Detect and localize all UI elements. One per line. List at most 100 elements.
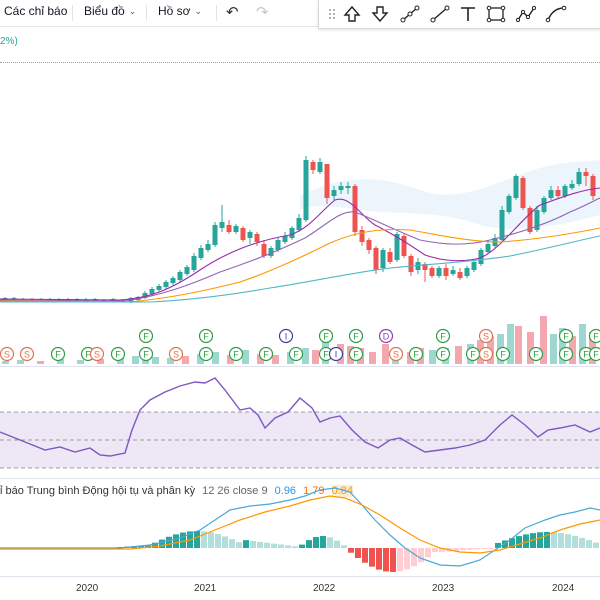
- event-marker-icon[interactable]: F: [198, 328, 214, 344]
- histogram-bar: [215, 534, 221, 548]
- rsi-line: [0, 377, 600, 457]
- histogram-bar: [166, 536, 172, 548]
- profile-button[interactable]: Hồ sơ ⌄: [158, 4, 202, 18]
- event-marker-icon[interactable]: F: [138, 346, 154, 362]
- event-marker-icon[interactable]: S: [478, 346, 494, 362]
- volume-bar: [302, 348, 309, 364]
- event-marker-icon[interactable]: F: [50, 346, 66, 362]
- arrow-down-icon[interactable]: [369, 4, 391, 24]
- candle: [366, 238, 372, 254]
- svg-text:F: F: [563, 350, 569, 360]
- redo-icon[interactable]: ↷: [256, 4, 269, 21]
- candle: [331, 186, 337, 200]
- event-marker-icon[interactable]: F: [435, 346, 451, 362]
- macd-params: 12 26 close 9: [202, 485, 268, 497]
- event-marker-icon[interactable]: S: [168, 346, 184, 362]
- histogram-bar: [362, 548, 368, 563]
- histogram-bar: [306, 540, 312, 548]
- svg-text:F: F: [293, 350, 299, 360]
- histogram-bar: [404, 548, 410, 570]
- event-marker-icon[interactable]: F: [495, 346, 511, 362]
- svg-text:F: F: [233, 350, 239, 360]
- svg-text:S: S: [483, 332, 489, 342]
- path-icon[interactable]: [515, 4, 537, 24]
- event-marker-icon[interactable]: F: [528, 346, 544, 362]
- histogram-bar: [243, 540, 249, 548]
- volume-bar: [212, 352, 219, 364]
- candle: [338, 182, 344, 194]
- candle: [296, 214, 302, 232]
- indicators-button[interactable]: Các chỉ báo: [4, 4, 67, 18]
- event-marker-icon[interactable]: F: [588, 346, 600, 362]
- event-marker-icon[interactable]: S: [89, 346, 105, 362]
- histogram-bar: [194, 531, 200, 548]
- candle: [401, 234, 407, 258]
- chevron-down-icon: ⌄: [128, 5, 137, 16]
- event-marker-icon[interactable]: I: [278, 328, 294, 344]
- event-marker-icon[interactable]: S: [0, 346, 15, 362]
- volume-bar: [37, 361, 44, 364]
- rectangle-icon[interactable]: [485, 4, 507, 24]
- volume-bar: [17, 360, 24, 364]
- event-marker-icon[interactable]: S: [19, 346, 35, 362]
- histogram-bar: [334, 540, 340, 548]
- histogram-bar: [474, 548, 480, 550]
- event-marker-icon[interactable]: F: [348, 328, 364, 344]
- x-axis-label: 2021: [194, 583, 217, 594]
- candle: [429, 266, 435, 278]
- candle: [219, 205, 225, 232]
- event-marker-icon[interactable]: F: [408, 346, 424, 362]
- macd-title: ỉ báo Trung bình Động hội tụ và phân kỳ: [0, 485, 196, 497]
- candle: [450, 266, 456, 276]
- curve-icon[interactable]: [545, 4, 567, 24]
- histogram-bar: [236, 542, 242, 548]
- candle: [324, 164, 330, 204]
- arrow-up-icon[interactable]: [341, 4, 363, 24]
- toolbar-divider: [146, 5, 147, 21]
- event-marker-icon[interactable]: F: [558, 346, 574, 362]
- histogram-bar: [320, 536, 326, 548]
- event-marker-icon[interactable]: D: [378, 328, 394, 344]
- volume-bar: [117, 358, 124, 364]
- trend-line-icon[interactable]: [399, 4, 421, 24]
- volume-bar: [197, 354, 204, 364]
- candle: [541, 196, 547, 214]
- volume-bar: [182, 356, 189, 364]
- drag-handle-icon[interactable]: [325, 4, 347, 24]
- pane-divider: [0, 478, 600, 479]
- event-marker-icon[interactable]: F: [138, 328, 154, 344]
- profile-label: Hồ sơ: [158, 4, 191, 18]
- event-marker-icon[interactable]: F: [110, 346, 126, 362]
- histogram-bar: [383, 548, 389, 572]
- volume-bar: [2, 361, 9, 364]
- volume-bar: [569, 336, 576, 364]
- svg-text:F: F: [583, 350, 589, 360]
- candle: [156, 284, 162, 292]
- candle: [590, 174, 596, 200]
- text-icon[interactable]: [457, 4, 479, 24]
- event-marker-icon[interactable]: F: [348, 346, 364, 362]
- undo-icon[interactable]: ↶: [226, 4, 239, 21]
- volume-bar: [272, 355, 279, 364]
- line-icon[interactable]: [429, 4, 451, 24]
- event-marker-icon[interactable]: S: [388, 346, 404, 362]
- x-axis-label: 2024: [552, 583, 575, 594]
- event-marker-icon[interactable]: F: [318, 328, 334, 344]
- candle: [520, 176, 526, 210]
- volume-bar: [132, 356, 139, 364]
- event-marker-icon[interactable]: F: [198, 346, 214, 362]
- event-marker-icon[interactable]: S: [478, 328, 494, 344]
- candle: [562, 184, 568, 198]
- event-marker-icon[interactable]: F: [588, 328, 600, 344]
- volume-bar: [579, 324, 586, 364]
- chart-type-button[interactable]: Biểu đồ ⌄: [84, 4, 136, 18]
- event-marker-icon[interactable]: F: [558, 328, 574, 344]
- event-marker-icon[interactable]: F: [435, 328, 451, 344]
- event-marker-icon[interactable]: F: [258, 346, 274, 362]
- event-marker-icon[interactable]: F: [288, 346, 304, 362]
- candle: [289, 226, 295, 240]
- event-marker-icon[interactable]: I: [328, 346, 344, 362]
- event-marker-icon[interactable]: F: [228, 346, 244, 362]
- volume-bar: [227, 355, 234, 364]
